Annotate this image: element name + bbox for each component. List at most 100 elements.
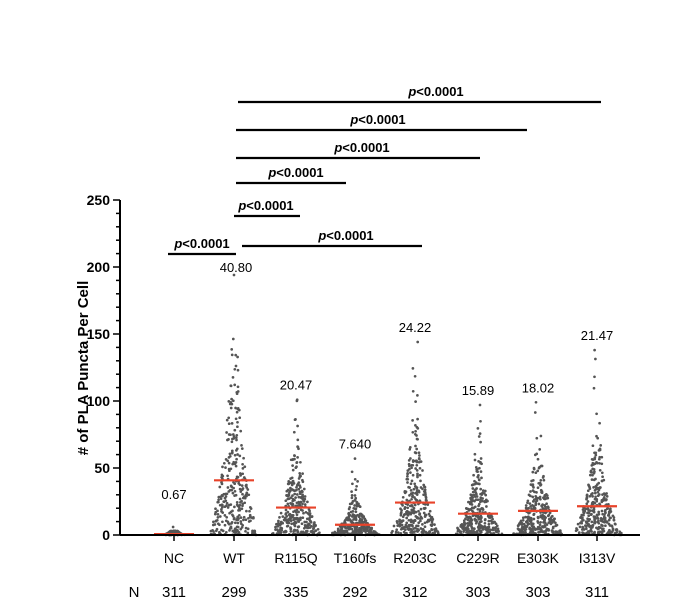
data-point xyxy=(491,517,494,521)
data-point xyxy=(419,527,423,530)
data-point xyxy=(596,494,600,498)
data-point xyxy=(286,524,290,528)
data-point xyxy=(527,511,530,515)
data-point xyxy=(421,523,424,526)
data-point xyxy=(246,488,250,491)
data-point xyxy=(406,471,409,475)
data-point xyxy=(537,466,541,470)
data-point xyxy=(415,493,419,496)
data-point xyxy=(303,520,307,524)
data-point xyxy=(284,512,288,515)
data-point xyxy=(539,484,542,487)
data-point xyxy=(239,527,243,531)
data-point xyxy=(298,475,302,479)
data-point xyxy=(416,517,420,520)
data-point xyxy=(592,386,596,390)
data-point xyxy=(350,490,353,493)
data-point xyxy=(542,521,545,524)
data-point xyxy=(290,513,294,517)
data-point xyxy=(606,507,610,510)
data-point xyxy=(479,419,482,423)
n-value-NC: 311 xyxy=(162,584,186,601)
data-point xyxy=(227,438,230,441)
data-point xyxy=(339,528,343,532)
data-point xyxy=(608,528,611,532)
data-point xyxy=(589,528,593,531)
data-point xyxy=(251,531,254,535)
data-point xyxy=(289,501,292,505)
data-point xyxy=(403,489,407,493)
data-point xyxy=(471,487,475,490)
data-point xyxy=(535,491,538,494)
data-point xyxy=(540,491,544,495)
data-point xyxy=(538,523,542,527)
sig-label: p<0.0001 xyxy=(333,140,389,155)
data-point xyxy=(278,516,281,519)
data-point xyxy=(409,471,412,474)
data-point xyxy=(423,521,427,525)
data-point xyxy=(293,492,297,496)
data-point xyxy=(223,514,227,517)
data-point xyxy=(416,340,420,344)
data-point xyxy=(354,507,357,511)
data-point xyxy=(585,521,588,525)
data-point xyxy=(228,529,231,532)
data-point xyxy=(409,511,413,514)
data-point xyxy=(486,525,490,529)
data-point xyxy=(528,526,532,530)
data-point xyxy=(476,507,480,511)
data-point xyxy=(593,497,597,501)
data-point xyxy=(236,385,240,389)
data-point xyxy=(591,467,595,471)
data-point xyxy=(612,516,616,519)
data-point xyxy=(603,520,606,524)
data-point xyxy=(416,472,419,476)
data-point xyxy=(231,509,234,513)
data-point xyxy=(474,518,478,522)
data-point xyxy=(355,504,359,507)
data-point xyxy=(306,500,309,504)
data-point xyxy=(248,509,251,513)
data-point xyxy=(409,518,413,522)
data-point xyxy=(294,418,297,421)
data-point xyxy=(542,478,546,482)
data-point xyxy=(222,461,226,465)
data-point xyxy=(399,511,403,514)
data-point xyxy=(474,465,478,469)
data-point xyxy=(418,454,421,457)
data-point xyxy=(412,521,415,525)
data-point xyxy=(406,481,409,484)
data-point xyxy=(402,530,406,534)
data-point xyxy=(415,459,418,463)
data-point xyxy=(431,522,434,526)
data-point xyxy=(398,518,401,522)
data-point xyxy=(403,525,407,529)
data-point xyxy=(289,489,292,493)
data-point xyxy=(479,500,482,504)
data-point xyxy=(470,503,474,506)
data-point xyxy=(598,468,602,472)
data-point xyxy=(226,506,230,509)
data-point xyxy=(605,492,608,495)
data-point xyxy=(277,519,280,523)
data-point xyxy=(247,516,250,520)
data-point xyxy=(227,456,231,459)
data-point xyxy=(422,511,426,515)
data-point xyxy=(414,424,417,427)
y-tick-label: 150 xyxy=(87,326,111,342)
data-point xyxy=(235,475,239,479)
data-point xyxy=(577,531,581,534)
data-point xyxy=(301,493,304,497)
n-value-E303K: 303 xyxy=(525,584,550,601)
data-point xyxy=(532,512,536,516)
data-point xyxy=(598,448,602,452)
data-point xyxy=(584,507,588,511)
data-point xyxy=(354,510,358,514)
data-point xyxy=(407,518,411,522)
data-point xyxy=(225,504,228,507)
data-point xyxy=(478,403,482,407)
data-point xyxy=(415,487,418,490)
points-E303K xyxy=(512,400,563,537)
data-point xyxy=(491,526,495,530)
data-point xyxy=(414,515,418,518)
